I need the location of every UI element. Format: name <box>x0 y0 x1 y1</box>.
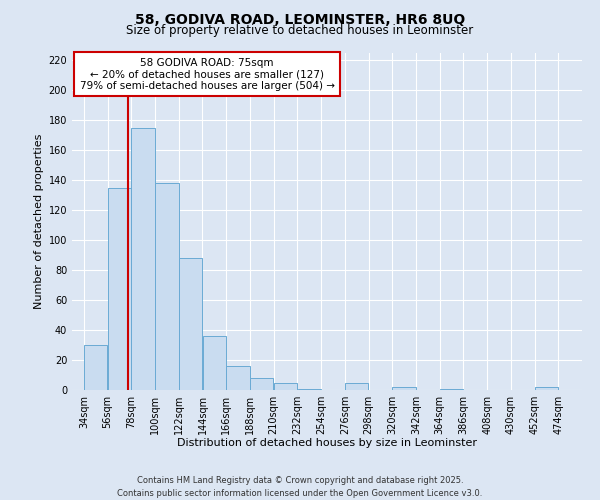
Bar <box>203 336 226 390</box>
Bar <box>274 382 297 390</box>
X-axis label: Distribution of detached houses by size in Leominster: Distribution of detached houses by size … <box>177 438 477 448</box>
Bar <box>440 388 463 390</box>
Bar <box>298 388 321 390</box>
Bar <box>226 366 250 390</box>
Bar <box>155 183 179 390</box>
Bar <box>250 378 274 390</box>
Bar <box>179 258 202 390</box>
Text: Size of property relative to detached houses in Leominster: Size of property relative to detached ho… <box>127 24 473 37</box>
Text: Contains HM Land Registry data © Crown copyright and database right 2025.
Contai: Contains HM Land Registry data © Crown c… <box>118 476 482 498</box>
Bar <box>131 128 155 390</box>
Bar <box>392 387 416 390</box>
Y-axis label: Number of detached properties: Number of detached properties <box>34 134 44 309</box>
Bar <box>345 382 368 390</box>
Bar <box>108 188 131 390</box>
Text: 58 GODIVA ROAD: 75sqm
← 20% of detached houses are smaller (127)
79% of semi-det: 58 GODIVA ROAD: 75sqm ← 20% of detached … <box>80 58 335 91</box>
Bar <box>535 387 558 390</box>
Text: 58, GODIVA ROAD, LEOMINSTER, HR6 8UQ: 58, GODIVA ROAD, LEOMINSTER, HR6 8UQ <box>135 12 465 26</box>
Bar <box>84 345 107 390</box>
